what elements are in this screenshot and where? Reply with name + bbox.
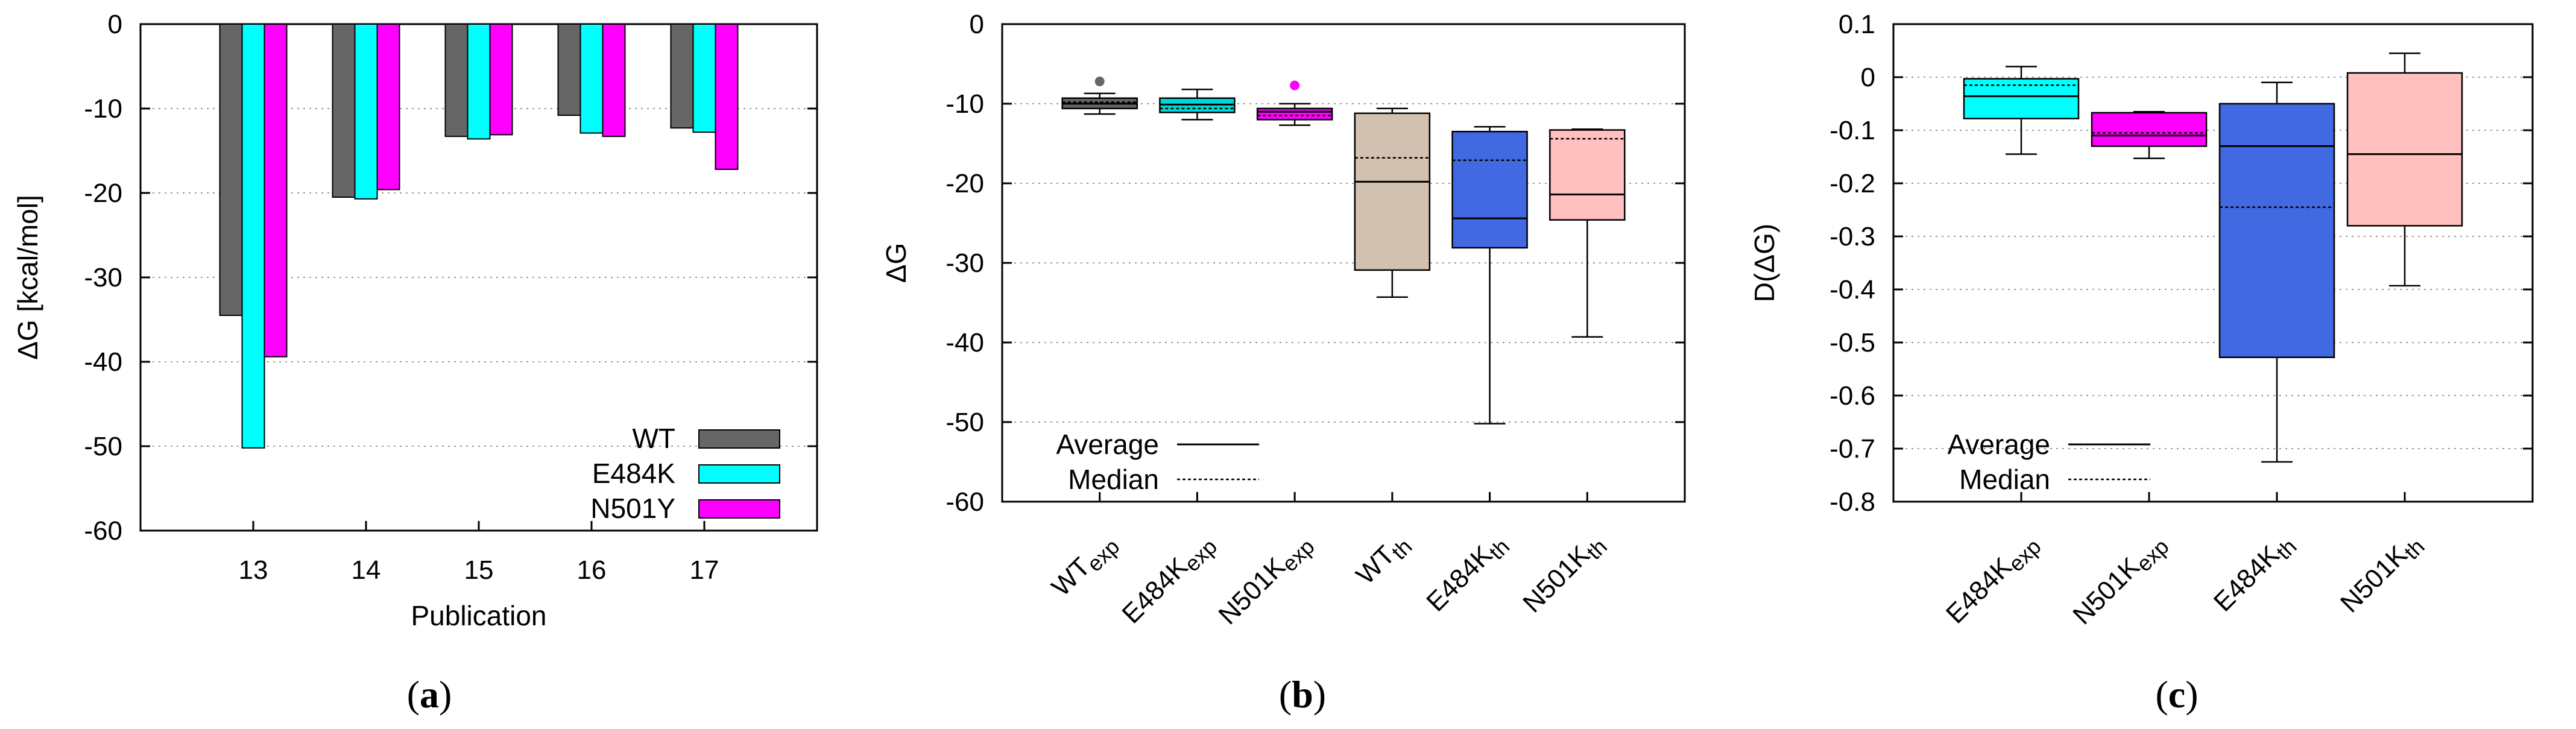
x-tick-label: E484Kth: [2208, 527, 2302, 620]
x-tick-label: N501Kth: [1517, 527, 1612, 622]
x-tick-label: 13: [239, 555, 268, 585]
bar: [467, 24, 491, 140]
y-tick-label: 0: [970, 10, 984, 39]
plot-frame: [1892, 23, 2534, 503]
y-tick-label: -10: [945, 89, 984, 119]
x-tick-label: N501Kexp: [1213, 527, 1319, 633]
bar: [332, 24, 356, 198]
y-tick-label: -0.7: [1829, 434, 1875, 464]
legend-swatch: [698, 499, 780, 519]
box: [2218, 103, 2335, 358]
y-tick-label: -40: [84, 347, 122, 377]
box: [1256, 107, 1333, 121]
box: [2346, 72, 2463, 227]
x-axis-label: Publication: [411, 600, 546, 631]
y-tick-label: -0.3: [1829, 222, 1875, 251]
bar: [354, 24, 378, 200]
plot-frame: [1001, 23, 1686, 503]
x-tick-label: WTexp: [1046, 527, 1125, 605]
box: [1549, 129, 1626, 221]
bar: [557, 24, 581, 116]
y-tick-label: -50: [945, 408, 984, 437]
legend-average-label: Average: [1056, 429, 1159, 460]
y-tick-label: -50: [84, 432, 122, 461]
panel-label: (b): [1279, 673, 1326, 716]
box: [1354, 112, 1431, 271]
y-tick-label: -60: [945, 487, 984, 517]
bar: [579, 24, 604, 134]
panel-label: (a): [407, 673, 452, 716]
legend-label: E484K: [592, 458, 675, 489]
y-tick-label: -60: [84, 516, 122, 546]
x-tick-label: E484Kth: [1421, 527, 1514, 620]
legend-label: WT: [632, 423, 675, 454]
outlier-point: [1290, 80, 1300, 90]
y-tick-label: -0.4: [1829, 275, 1875, 305]
legend-swatch: [698, 464, 780, 484]
legend-median-label: Median: [1959, 464, 2050, 495]
x-tick-label: N501Kth: [2335, 527, 2429, 622]
x-tick-label: E484Kexp: [1116, 527, 1222, 633]
y-axis-label: ΔG: [880, 243, 912, 283]
x-tick-label: E484Kexp: [1940, 527, 2046, 633]
legend-swatch: [698, 429, 780, 449]
x-tick-label: 17: [690, 555, 719, 585]
legend-median-label: Median: [1068, 464, 1159, 495]
panel-b-box-plot: 0 -10 -20 -30 -40 -50 -60 ΔG WTexpE484KexpN501Ke…: [880, 10, 1686, 716]
y-axis-label: D(ΔG): [1749, 224, 1780, 302]
y-tick-label: -30: [84, 263, 122, 292]
panel-c-box-plot: 0.1 0 -0.1 -0.2 -0.3 -0.4 -0.5 -0.6 -0.7 -0.8 D(ΔG…: [1749, 10, 2534, 716]
y-tick-label: 0.1: [1839, 10, 1875, 39]
y-tick-label: -0.2: [1829, 169, 1875, 198]
legend-label: N501Y: [590, 493, 675, 524]
panel-label: (c): [2155, 673, 2198, 716]
bar: [219, 24, 243, 316]
bar: [715, 24, 739, 170]
y-tick-label: 0: [108, 10, 122, 39]
y-axis-label: ΔG [kcal/mol]: [12, 195, 43, 360]
box: [1451, 130, 1528, 249]
y-tick-label: -10: [84, 94, 122, 124]
y-tick-label: -0.8: [1829, 487, 1875, 517]
bar: [692, 24, 716, 133]
x-tick-label: 16: [577, 555, 607, 585]
y-tick-label: -40: [945, 328, 984, 358]
outlier-point: [1094, 77, 1105, 87]
bar: [376, 24, 400, 191]
legend-average-label: Average: [1947, 429, 2050, 460]
x-tick-label: N501Kexp: [2067, 527, 2173, 633]
y-tick-label: -30: [945, 248, 984, 278]
x-tick-label: 14: [352, 555, 381, 585]
bar: [444, 24, 469, 137]
y-tick-label: -20: [945, 169, 984, 198]
box: [2091, 112, 2208, 147]
y-tick-label: 0: [1861, 63, 1875, 92]
x-tick-label: WTth: [1351, 527, 1417, 593]
bar: [241, 24, 265, 449]
y-tick-label: -20: [84, 178, 122, 208]
panel-a-bar-chart: 0 -10 -20 -30 -40 -50 -60 ΔG [kcal/mol] 13 14 15 16…: [12, 10, 818, 716]
y-tick-label: -0.6: [1829, 381, 1875, 411]
y-tick-label: -0.1: [1829, 116, 1875, 145]
y-tick-label: -0.5: [1829, 328, 1875, 358]
bar: [602, 24, 626, 137]
x-tick-label: 15: [464, 555, 494, 585]
bar: [670, 24, 694, 129]
bar: [264, 24, 288, 358]
bar: [489, 24, 513, 136]
